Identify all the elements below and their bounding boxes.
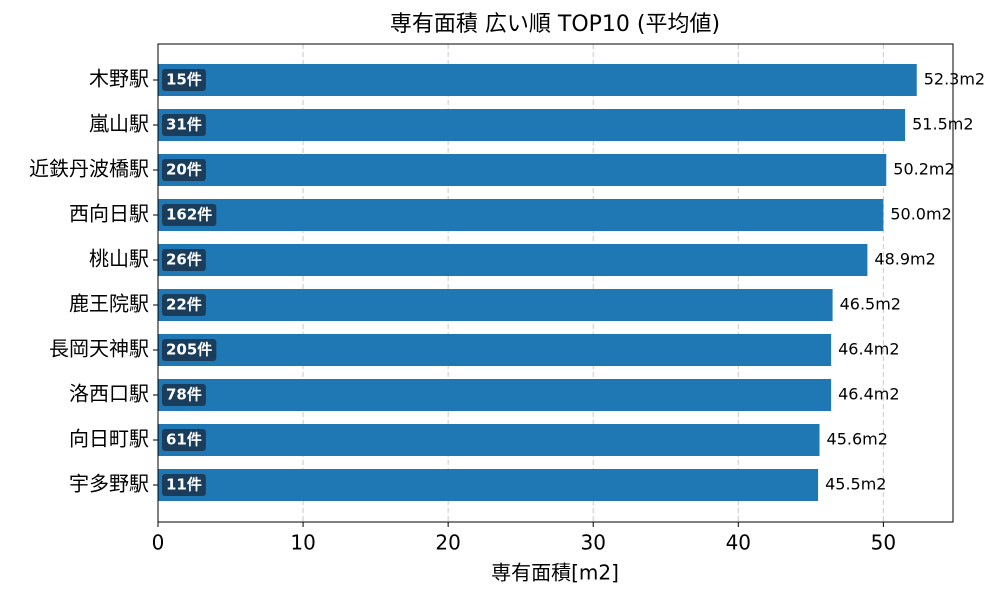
count-label: 26件 [166,251,202,269]
y-tick-label: 桃山駅 [89,247,149,271]
y-tick-label: 近鉄丹波橋駅 [29,157,149,181]
value-label: 52.3m2 [924,70,985,89]
value-label: 46.4m2 [838,340,899,359]
count-label: 20件 [166,161,202,179]
y-tick-label: 洛西口駅 [69,382,149,406]
y-tick-label: 木野駅 [89,67,149,91]
bar [158,154,887,186]
x-tick-label: 40 [726,531,751,555]
x-tick-label: 20 [435,531,460,555]
count-badge [162,249,206,271]
value-label: 51.5m2 [912,115,973,134]
y-tick-label: 嵐山駅 [89,112,149,136]
bar [158,244,868,276]
value-label: 50.0m2 [890,205,951,224]
count-label: 11件 [166,476,202,494]
count-label: 22件 [166,296,202,314]
count-badge [162,159,206,181]
bar [158,469,819,501]
count-badge [162,69,206,91]
value-label: 45.5m2 [825,475,886,494]
x-tick-label: 10 [290,531,315,555]
count-badge [162,114,206,136]
value-label: 50.2m2 [893,160,954,179]
count-badge [162,339,217,361]
bar [158,379,832,411]
count-badge [162,204,217,226]
count-badge [162,384,206,406]
chart-title: 専有面積 広い順 TOP10 (平均値) [390,12,720,37]
count-label: 162件 [166,206,212,224]
bar [158,109,906,141]
y-tick-label: 西向日駅 [69,202,149,226]
bar [158,334,832,366]
x-axis-label: 専有面積[m2] [491,561,619,585]
value-label: 46.4m2 [838,385,899,404]
x-tick-label: 50 [871,531,896,555]
y-tick-label: 鹿王院駅 [69,292,149,316]
count-badge [162,294,206,316]
count-label: 61件 [166,431,202,449]
count-label: 31件 [166,116,202,134]
x-tick-label: 30 [580,531,605,555]
count-badge [162,474,206,496]
value-label: 45.6m2 [827,430,888,449]
y-tick-label: 長岡天神駅 [49,337,149,361]
plot-frame [157,43,954,523]
bar [158,64,917,96]
count-label: 15件 [166,71,202,89]
bar [158,289,833,321]
count-badge [162,429,206,451]
count-label: 78件 [166,386,202,404]
x-tick-label: 0 [152,531,165,555]
bar [158,199,884,231]
bar [158,424,820,456]
value-label: 48.9m2 [874,250,935,269]
count-label: 205件 [166,341,212,359]
y-tick-label: 向日町駅 [69,427,149,451]
value-label: 46.5m2 [840,295,901,314]
y-tick-label: 宇多野駅 [69,472,149,496]
